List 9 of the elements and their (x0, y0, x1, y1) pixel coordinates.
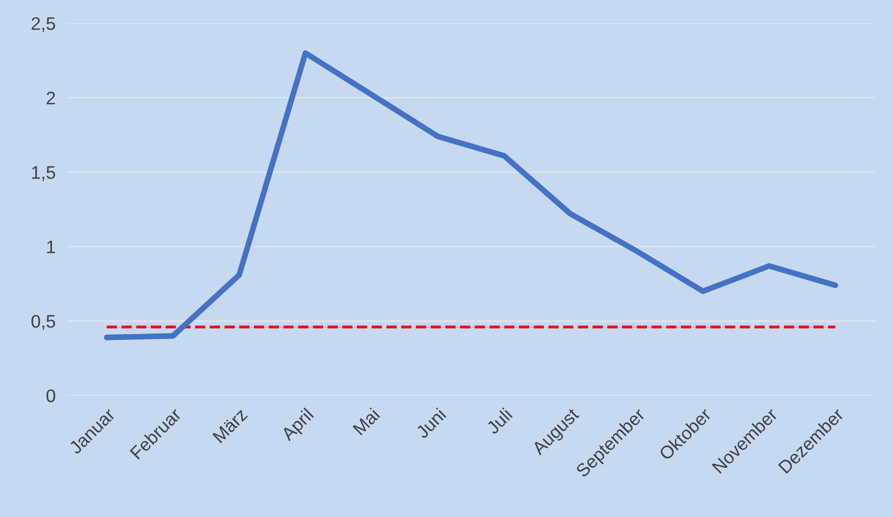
x-tick-label: Mai (352, 407, 380, 436)
y-tick-label: 1,5 (32, 166, 56, 182)
y-tick-label: 1 (47, 240, 55, 254)
y-tick-label: 2,5 (32, 17, 56, 32)
x-tick-label: Juni (414, 407, 446, 440)
x-tick-label: Juli (485, 407, 513, 435)
y-tick-label: 0,5 (31, 314, 56, 330)
y-tick-label: 2 (46, 92, 55, 104)
y-tick-label: 0 (46, 389, 56, 402)
